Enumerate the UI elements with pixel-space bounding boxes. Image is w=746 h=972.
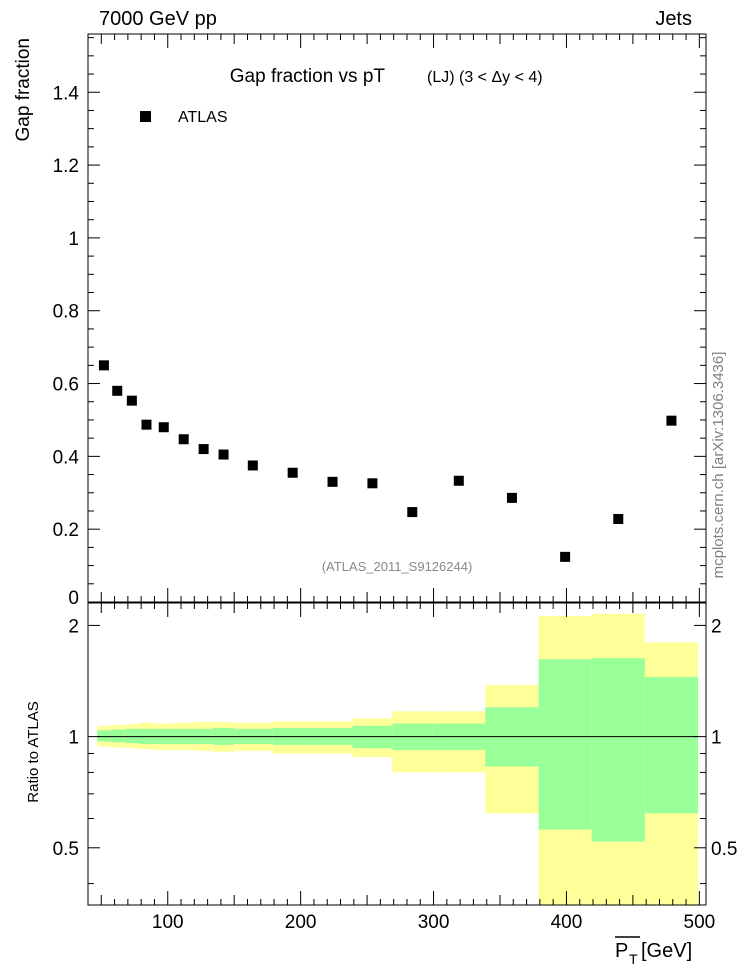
data-point [126,395,137,406]
ratio-inner-band [97,730,111,742]
ratio-inner-band [110,729,126,743]
data-point [198,444,209,455]
top-y-tick-label: 0.6 [53,375,79,396]
bottom-x-tick-label: 300 [418,912,450,933]
ratio-inner-band [125,728,139,744]
x-axis-label-main: P [615,940,628,962]
bottom-x-tick-label: 400 [551,912,583,933]
ratio-y-tick-label-left: 2 [68,616,79,637]
data-point [218,449,229,460]
x-axis-label: P T [GeV] [615,936,692,967]
data-point [158,422,169,433]
ratio-y-tick-label-right: 0.5 [711,839,737,860]
data-point [141,419,152,430]
data-point [613,513,624,524]
data-point [367,478,378,489]
ratio-inner-band [538,659,592,830]
top-plot-subtitle: (LJ) (3 < Δy < 4) [427,69,543,86]
top-panel: Gap fraction vs pT (LJ) (3 < Δy < 4) Gap… [13,33,707,609]
top-legend-label: ATLAS [178,109,228,126]
header-left-label: 7000 GeV pp [99,8,217,30]
bottom-panel: Ratio to ATLAS 100 200 300 400 500 0.5 0.5 1 1 2 2… [25,602,737,967]
data-point [560,551,571,562]
data-point [666,415,677,426]
top-plot-frame [87,33,707,603]
header-right-label: Jets [655,8,692,30]
side-watermark: mcplots.cern.ch [arXiv:1306.3436] [710,352,727,579]
data-point [453,475,464,486]
top-y-tick-label: 1 [68,229,79,250]
data-point [98,360,109,371]
top-y-tick-label: 0 [68,588,79,609]
data-point [327,476,338,487]
top-y-axis-label: Gap fraction [13,38,34,142]
ratio-y-tick-label-right: 1 [711,728,722,749]
bottom-x-tick-label: 200 [285,912,317,933]
data-point [178,434,189,445]
data-point [247,460,258,471]
top-legend-marker [140,111,151,122]
top-y-tick-label: 1.2 [53,156,79,177]
x-axis-label-sub: T [629,951,638,967]
x-axis-label-unit: [GeV] [641,940,692,962]
top-plot-title: Gap fraction vs pT [230,66,386,87]
bottom-x-tick-label: 100 [152,912,184,933]
top-y-tick-label: 0.2 [53,520,79,541]
ratio-y-tick-label-left: 0.5 [53,839,79,860]
top-y-tick-label: 0.8 [53,302,79,323]
data-point [287,467,298,478]
ratio-y-tick-label-left: 1 [68,728,79,749]
top-y-tick-label: 1.4 [53,83,80,104]
top-y-tick-label: 0.4 [53,447,80,468]
analysis-tag: (ATLAS_2011_S9126244) [322,559,473,574]
ratio-inner-band [591,658,645,842]
ratio-inner-band [644,677,699,814]
ratio-y-tick-label-right: 2 [711,616,722,637]
data-point [506,492,517,503]
ratio-y-axis-label: Ratio to ATLAS [25,701,42,802]
data-point [112,385,123,396]
bottom-x-tick-label: 500 [684,912,716,933]
bottom-plot-frame [87,602,707,906]
data-point [407,507,418,518]
